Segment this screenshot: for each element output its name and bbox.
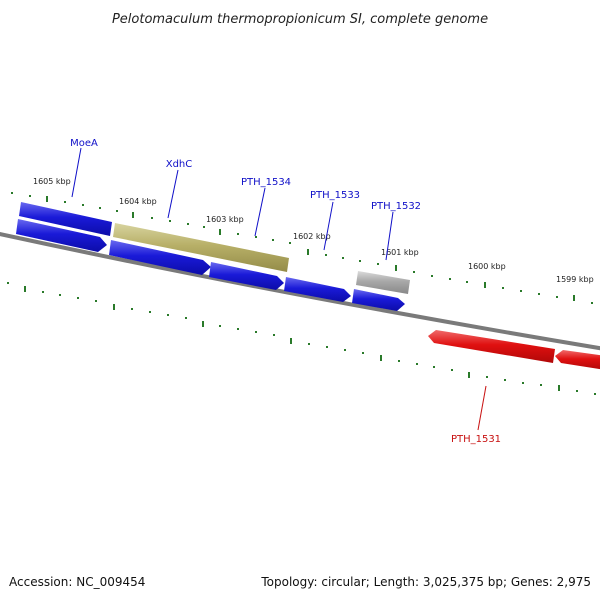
gene-label-moea[interactable]: MoeA [70, 138, 98, 149]
map-title: Pelotomaculum thermopropionicum SI, comp… [112, 12, 488, 27]
gene-moea-segment[interactable] [19, 202, 112, 236]
tick-label: 1603 kbp [206, 215, 244, 224]
gene-moea-arrow[interactable] [16, 219, 107, 252]
tick-label: 1604 kbp [119, 197, 157, 206]
gene-lane-upper [19, 202, 410, 294]
label-leaders [71, 147, 487, 431]
lower-tick-row [7, 282, 596, 395]
gene-xdhc-arrow[interactable] [109, 240, 211, 275]
gene-label-xdhc[interactable]: XdhC [166, 159, 193, 170]
gene-label-pth1533[interactable]: PTH_1533 [310, 190, 360, 201]
gene-pth1532-pseudo[interactable] [356, 271, 410, 294]
gene-label-pth1534[interactable]: PTH_1534 [241, 177, 291, 188]
upper-tick-row [11, 192, 593, 304]
gene-lane-reverse [428, 330, 600, 370]
gene-xdhc[interactable] [113, 223, 289, 272]
genome-summary-text: Topology: circular; Length: 3,025,375 bp… [260, 575, 591, 589]
tick-label: 1599 kbp [556, 275, 594, 284]
gene-lane-forward [16, 219, 405, 311]
gene-labels: MoeA XdhC PTH_1534 PTH_1533 PTH_1532 PTH… [70, 138, 501, 445]
tick-label: 1601 kbp [381, 248, 419, 257]
tick-label: 1602 kbp [293, 232, 331, 241]
tick-label: 1600 kbp [468, 262, 506, 271]
scale-labels: 1605 kbp 1604 kbp 1603 kbp 1602 kbp 1601… [33, 177, 594, 284]
tick-label: 1605 kbp [33, 177, 71, 186]
gene-label-pth1532[interactable]: PTH_1532 [371, 201, 421, 212]
genome-backbone [0, 232, 600, 351]
accession-text: Accession: NC_009454 [9, 575, 145, 589]
gene-label-pth1531[interactable]: PTH_1531 [451, 434, 501, 445]
gene-next-reverse-arrow[interactable] [555, 350, 600, 370]
gene-pth1532-arrow[interactable] [352, 289, 405, 311]
gene-pth1533-arrow[interactable] [284, 277, 351, 302]
gene-pth1531-arrow[interactable] [428, 330, 555, 363]
gene-pth1534-arrow[interactable] [209, 262, 284, 290]
